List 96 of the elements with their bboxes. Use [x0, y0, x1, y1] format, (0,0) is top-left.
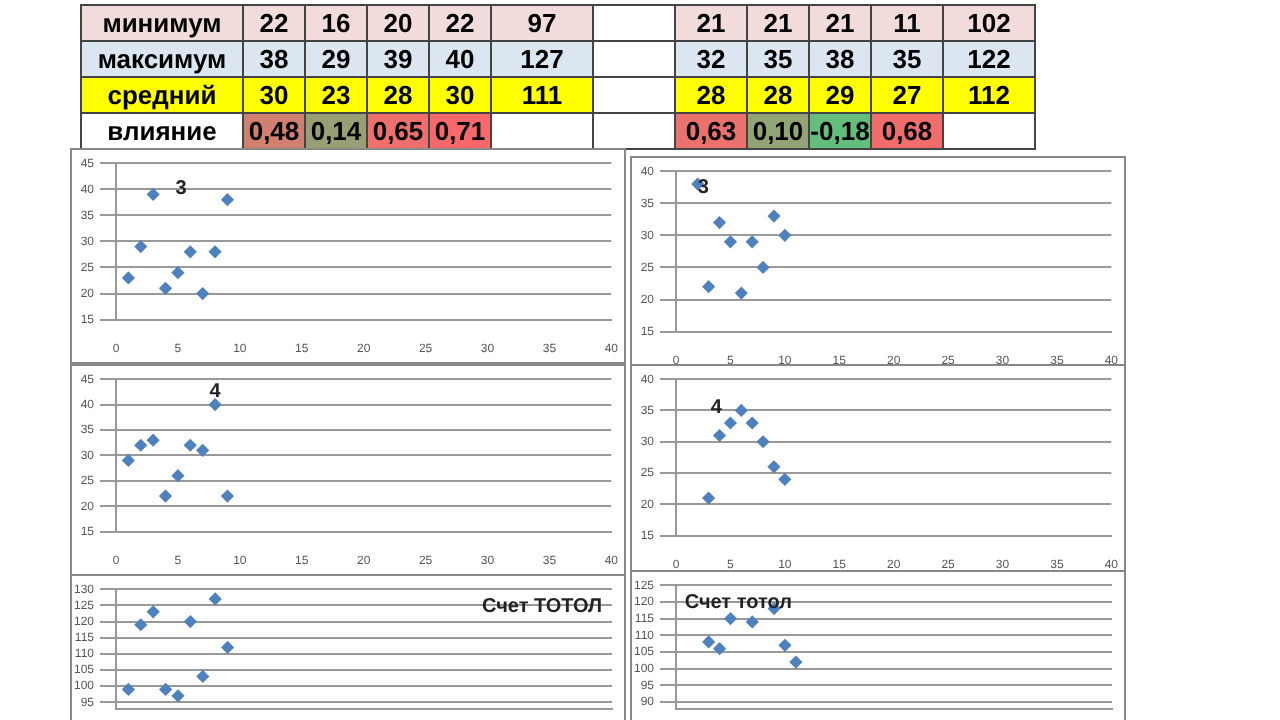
- point: [756, 435, 770, 448]
- text: 21: [825, 8, 855, 38]
- point: [196, 287, 209, 300]
- point: [778, 639, 792, 652]
- text: 22: [445, 8, 475, 38]
- point: [221, 489, 234, 503]
- text: 40: [445, 44, 475, 74]
- text: 30: [445, 80, 475, 110]
- point: [724, 416, 737, 430]
- point: [134, 618, 147, 631]
- text: 97: [527, 8, 557, 38]
- text: 0,14: [310, 116, 362, 146]
- text: 21: [763, 8, 793, 38]
- text: 127: [520, 44, 564, 74]
- category-label: минимум: [102, 8, 222, 38]
- point: [724, 235, 737, 248]
- text: 0,63: [685, 116, 737, 146]
- point: [159, 683, 172, 696]
- point: [196, 670, 209, 683]
- point: [745, 416, 759, 430]
- point: [122, 271, 135, 285]
- text: 29: [825, 80, 855, 110]
- text: 39: [383, 44, 413, 74]
- point: [767, 209, 781, 223]
- point: [746, 615, 759, 629]
- point: [146, 433, 160, 447]
- text: 0,68: [881, 116, 933, 146]
- text: 28: [763, 80, 793, 110]
- annotation: 4: [209, 381, 222, 404]
- text: 102: [967, 8, 1011, 38]
- text: 28: [696, 80, 726, 110]
- annotation: 4: [710, 397, 723, 420]
- point: [146, 188, 160, 201]
- point: [735, 286, 748, 300]
- text: 35: [892, 44, 922, 74]
- point: [134, 240, 147, 253]
- text: 0,48: [248, 116, 300, 146]
- point: [724, 612, 737, 625]
- point: [208, 398, 222, 411]
- category-label: средний: [107, 80, 217, 110]
- category-label: максимум: [97, 44, 227, 74]
- text: 22: [259, 8, 289, 38]
- text: 21: [696, 8, 726, 38]
- text: 122: [967, 44, 1011, 74]
- text: 111: [521, 80, 563, 110]
- point: [735, 404, 748, 417]
- point: [221, 193, 234, 206]
- point: [209, 592, 222, 606]
- text: -0,18: [810, 116, 870, 146]
- point: [122, 454, 135, 467]
- point: [159, 489, 172, 503]
- point: [147, 605, 160, 619]
- text: 16: [321, 8, 351, 38]
- point: [184, 439, 197, 452]
- point: [767, 460, 781, 473]
- text: 27: [892, 80, 922, 110]
- text: 0,71: [434, 116, 486, 146]
- point: [778, 229, 792, 242]
- point: [184, 245, 197, 259]
- text: 32: [696, 44, 726, 74]
- point: [171, 469, 185, 482]
- point: [702, 491, 715, 505]
- point: [702, 635, 715, 649]
- point: [134, 439, 147, 452]
- text: 35: [763, 44, 793, 74]
- point: [221, 641, 234, 654]
- text: 11: [893, 8, 921, 38]
- point: [159, 282, 172, 295]
- text: 30: [259, 80, 289, 110]
- point: [171, 266, 185, 279]
- point: [778, 473, 792, 486]
- point: [756, 261, 770, 274]
- point: [713, 216, 726, 229]
- text: 28: [383, 80, 413, 110]
- text: 0,10: [752, 116, 804, 146]
- text: 20: [383, 8, 413, 38]
- text: 38: [825, 44, 855, 74]
- point: [745, 235, 759, 248]
- text: 23: [321, 80, 351, 110]
- point: [789, 655, 803, 669]
- point: [122, 683, 135, 696]
- category-label: влияние: [107, 116, 217, 146]
- text: 112: [968, 80, 1010, 110]
- point: [713, 429, 726, 442]
- point: [208, 245, 222, 259]
- point: [196, 444, 209, 457]
- point: [171, 689, 185, 703]
- annotation: Счет ТОТОЛ: [481, 595, 603, 618]
- point: [184, 615, 197, 628]
- text: 0,65: [372, 116, 424, 146]
- point: [713, 642, 726, 655]
- annotation: Счет тотол: [684, 592, 792, 615]
- text: 29: [321, 44, 351, 74]
- annotation: 3: [175, 178, 188, 201]
- text: 38: [259, 44, 289, 74]
- point: [702, 280, 715, 293]
